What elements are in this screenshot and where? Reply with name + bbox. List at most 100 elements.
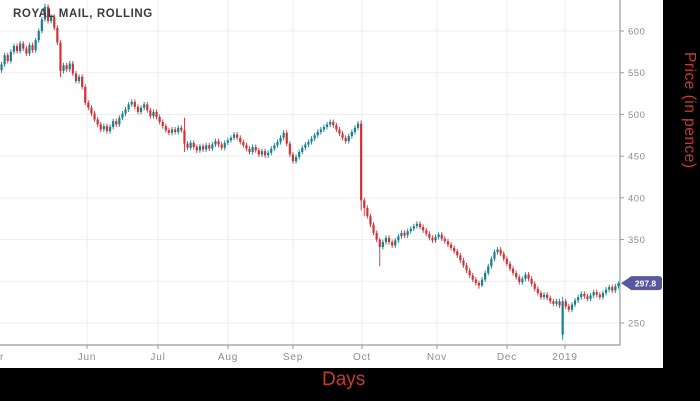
candle-body-up [322, 126, 326, 130]
candle-body-up [356, 123, 360, 128]
candle-body-up [19, 43, 22, 52]
candle-body-up [232, 134, 236, 138]
candle-body-up [316, 131, 319, 136]
candle-body-down [366, 207, 369, 217]
candle-body-down [499, 249, 502, 254]
x-tick-label: Jun [78, 352, 97, 363]
candle-body-down [291, 154, 295, 162]
candle-body-down [99, 124, 102, 130]
candle-body-up [170, 129, 174, 133]
candle-body-up [480, 279, 484, 286]
candle-body-up [394, 240, 397, 246]
candle-body-down [505, 258, 508, 264]
candle-body-down [518, 277, 521, 283]
candle-body-down [46, 6, 50, 21]
candle-body-down [93, 113, 96, 120]
candle-body-up [580, 293, 583, 298]
candle-body-down [465, 265, 468, 271]
candle-body-up [319, 129, 322, 132]
x-tick-label: Aug [218, 352, 238, 363]
candle-body-down [133, 101, 136, 107]
candle-body-up [205, 145, 208, 150]
candle-body-up [9, 51, 12, 62]
candle-body-down [245, 145, 248, 149]
y-tick-label: 350 [628, 235, 645, 246]
candle-body-down [595, 292, 598, 295]
candle-body-down [533, 283, 536, 289]
candle-body-up [310, 138, 313, 142]
candle-body-down [186, 143, 189, 148]
candle-body-up [521, 278, 524, 283]
candle-body-up [43, 6, 47, 20]
candle-body-down [527, 274, 530, 279]
candle-body-up [313, 135, 316, 139]
candle-body-up [415, 223, 419, 227]
candle-body-down [363, 200, 366, 208]
candle-body-down [552, 301, 555, 304]
candle-body-down [459, 255, 462, 261]
candle-body-down [391, 242, 394, 246]
last-price-badge [629, 276, 662, 291]
candle-body-up [524, 274, 527, 279]
candle-body-down [201, 146, 205, 150]
candle-body-down [174, 129, 177, 132]
candle-body-up [68, 63, 71, 70]
x-tick-label: Oct [353, 352, 371, 363]
candle-body-up [28, 45, 31, 54]
y-tick-label: 500 [628, 110, 645, 121]
candle-body-down [453, 247, 456, 252]
candle-body-down [403, 232, 406, 236]
candle-body-up [400, 232, 403, 237]
candle-body-down [387, 237, 391, 243]
candle-body-down [378, 239, 381, 248]
candle-body-up [614, 286, 617, 291]
candle-body-up [601, 292, 605, 298]
candle-body-down [90, 107, 93, 114]
candle-body-down [549, 297, 552, 302]
candle-body-up [412, 226, 415, 229]
candle-body-down [586, 296, 589, 299]
candle-body-down [375, 232, 378, 240]
candle-body-up [139, 107, 143, 112]
candle-body-down [583, 293, 586, 297]
candle-body-up [211, 144, 214, 149]
candle-body-up [397, 236, 400, 241]
candle-body-up [294, 156, 298, 162]
candle-body-down [254, 146, 257, 151]
candle-body-up [555, 301, 558, 304]
candle-body-down [208, 145, 211, 149]
candle-body-up [589, 295, 592, 299]
candle-body-down [155, 111, 158, 117]
candle-body-up [3, 55, 6, 65]
candle-body-down [15, 46, 19, 52]
candle-body-up [561, 301, 564, 335]
candle-body-down [167, 130, 171, 133]
candlestick-plot: 600 550 500 450 400 350 250 r Jun Jul Aug Sep Oct Nov… [0, 0, 662, 363]
candle-body-up [350, 131, 353, 137]
candle-body-down [285, 132, 288, 144]
candle-body-up [34, 40, 37, 51]
candle-body-down [288, 143, 291, 155]
candle-body-down [59, 42, 62, 72]
candle-body-down [164, 126, 167, 131]
candle-body-down [477, 282, 481, 286]
candle-body-up [214, 141, 217, 145]
candle-body-up [260, 151, 264, 155]
candle-body-up [50, 16, 53, 21]
candle-body-down [74, 73, 78, 82]
last-price-badge-text: 297.8 [635, 278, 657, 288]
candle-body-up [251, 146, 254, 152]
candle-body-up [273, 145, 276, 149]
candle-body-up [617, 283, 620, 287]
candle-body-down [22, 43, 25, 49]
candle-body-down [183, 130, 186, 144]
candle-body-up [381, 242, 384, 248]
candle-body-down [449, 244, 453, 248]
candle-body-down [56, 27, 59, 43]
candle-body-up [604, 289, 608, 293]
candle-body-up [267, 152, 270, 156]
candle-body-down [158, 116, 161, 122]
candle-body-up [177, 127, 180, 132]
candle-body-down [6, 55, 9, 62]
candle-body-down [539, 292, 543, 298]
